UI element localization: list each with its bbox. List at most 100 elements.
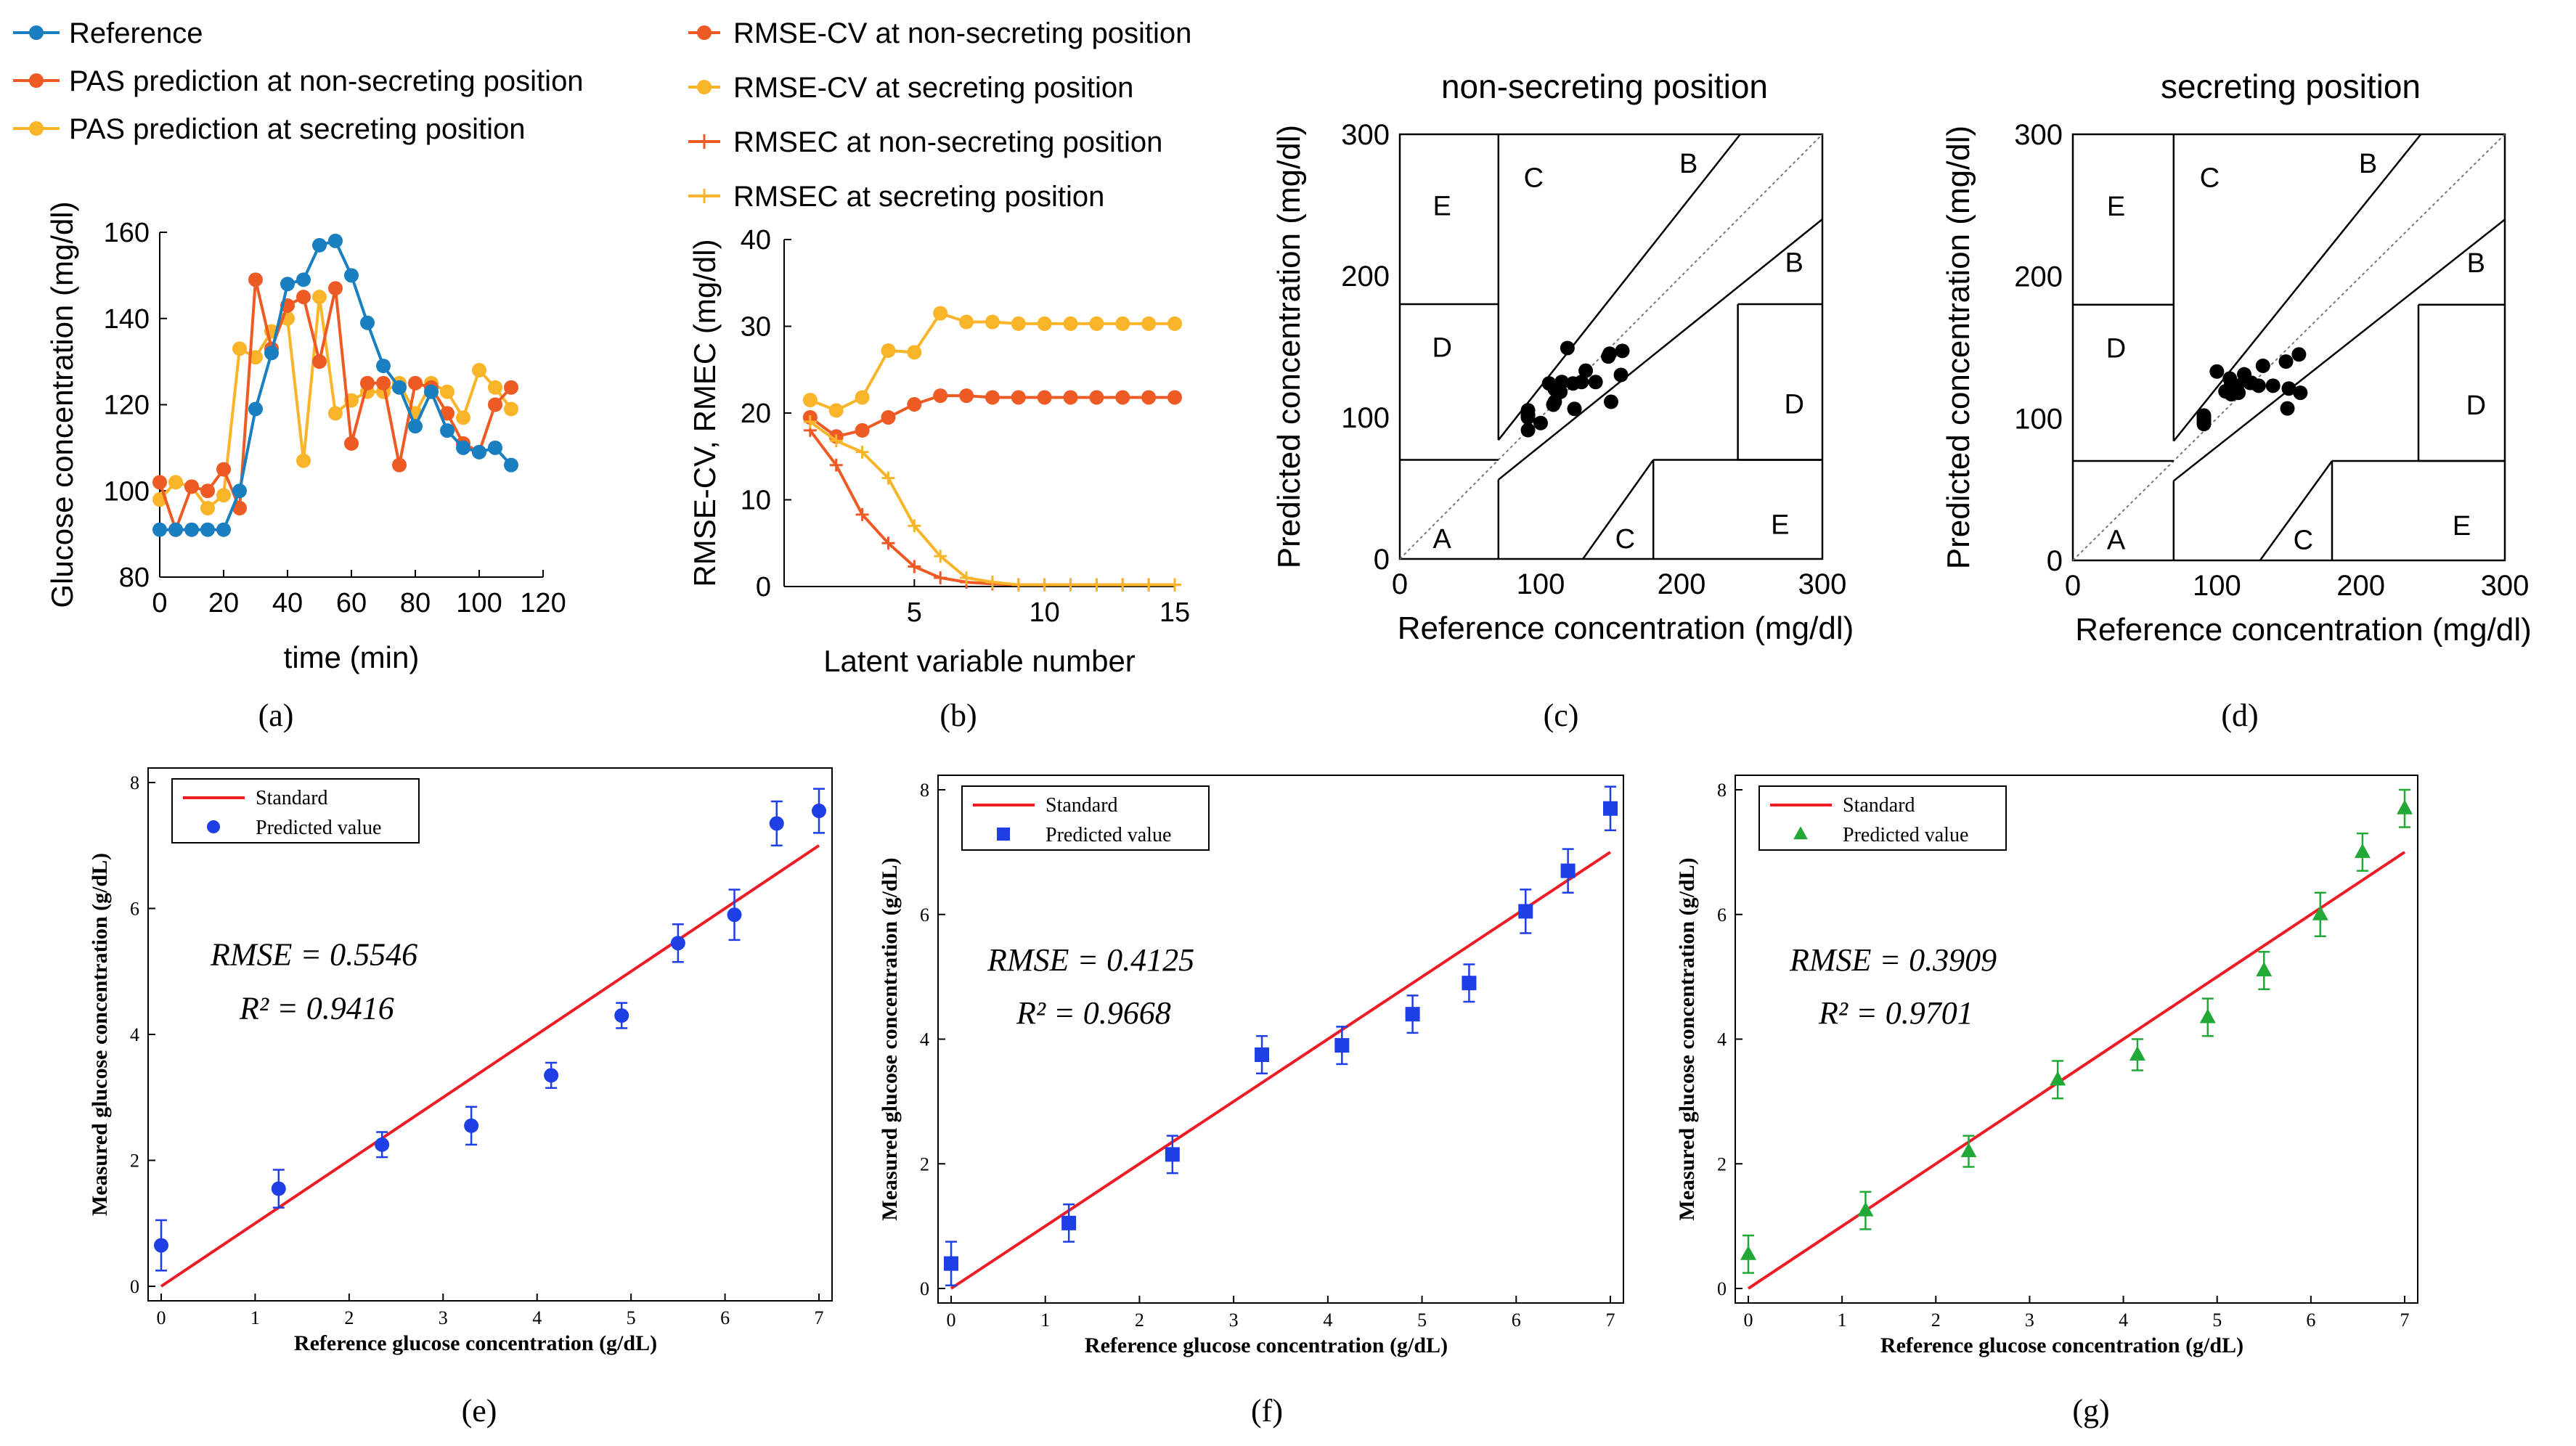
g-xtick-label: 0 bbox=[1744, 1310, 1753, 1331]
g-point bbox=[1740, 1245, 1756, 1260]
a-ytick-label: 120 bbox=[104, 391, 150, 421]
d-zone-line bbox=[2172, 134, 2422, 442]
g-point bbox=[2397, 799, 2413, 814]
d-point bbox=[2293, 385, 2308, 401]
c-ytick-label: 300 bbox=[1341, 119, 1390, 151]
label-a: (a) bbox=[258, 698, 294, 733]
label-e: (e) bbox=[462, 1393, 497, 1429]
b-point-2 bbox=[829, 458, 843, 472]
b-point-1 bbox=[1141, 316, 1157, 331]
f-point bbox=[1603, 801, 1618, 816]
b-xtick-label: 15 bbox=[1159, 597, 1190, 628]
a-ylabel: Glucose concentration (mg/dl) bbox=[45, 201, 79, 608]
b-point-0 bbox=[933, 388, 948, 404]
a-point-1 bbox=[216, 462, 231, 477]
e-point bbox=[375, 1137, 390, 1152]
chart-f: 0 1 2 3 4 5 6 7 0 2 4 6 8 Reference glucose concentra… bbox=[878, 775, 1624, 1357]
f-xlabel: Reference glucose concentration (g/dL) bbox=[1085, 1333, 1448, 1357]
f-point bbox=[1405, 1007, 1420, 1022]
a-point-0 bbox=[168, 522, 183, 537]
b-point-0 bbox=[1141, 390, 1157, 405]
legend-a-label-2: PAS prediction at secreting position bbox=[69, 113, 526, 145]
e-r2-text: R² = 0.9416 bbox=[239, 990, 394, 1026]
f-xtick-label: 2 bbox=[1135, 1310, 1144, 1331]
c-point bbox=[1546, 397, 1561, 412]
a-point-2 bbox=[488, 380, 502, 395]
b-xlabel: Latent variable number bbox=[823, 644, 1136, 678]
c-zone-label-D: D bbox=[1784, 390, 1803, 420]
a-point-1 bbox=[232, 501, 247, 515]
e-xtick-label: 7 bbox=[815, 1307, 824, 1328]
d-zone-label-D: D bbox=[2106, 334, 2126, 364]
b-point-0 bbox=[1167, 390, 1182, 405]
b-point-0 bbox=[1063, 390, 1078, 405]
b-point-3 bbox=[1142, 578, 1156, 592]
b-point-3 bbox=[1116, 578, 1130, 592]
g-xtick-label: 1 bbox=[1838, 1310, 1847, 1331]
b-point-3 bbox=[1168, 578, 1181, 592]
a-point-2 bbox=[312, 290, 327, 305]
f-legend-standard: Standard bbox=[1046, 794, 1118, 817]
c-point bbox=[1565, 376, 1581, 391]
b-point-1 bbox=[802, 393, 818, 408]
d-zone-label-E: E bbox=[2107, 192, 2125, 222]
c-ytick-label: 100 bbox=[1341, 402, 1390, 434]
d-plot-frame bbox=[2071, 133, 2506, 562]
label-g: (g) bbox=[2072, 1393, 2109, 1429]
e-legend-predicted: Predicted value bbox=[256, 817, 381, 839]
b-point-3 bbox=[934, 550, 947, 563]
e-xlabel: Reference glucose concentration (g/dL) bbox=[294, 1331, 657, 1355]
legend-b-label-1: RMSE-CV at secreting position bbox=[733, 72, 1133, 104]
c-zone-line bbox=[1582, 459, 1655, 560]
f-point bbox=[1255, 1047, 1270, 1062]
c-zone-label-E: E bbox=[1433, 192, 1451, 222]
a-point-1 bbox=[488, 397, 502, 412]
g-legend-standard: Standard bbox=[1843, 794, 1915, 817]
a-ytick-label: 80 bbox=[119, 563, 150, 593]
f-point bbox=[1518, 904, 1533, 919]
a-point-1 bbox=[376, 375, 391, 391]
d-point bbox=[2255, 358, 2270, 373]
g-point bbox=[1857, 1201, 1874, 1217]
a-point-1 bbox=[296, 290, 311, 305]
g-point bbox=[1960, 1143, 1977, 1158]
c-point bbox=[1588, 375, 1603, 390]
b-point-3 bbox=[829, 434, 843, 448]
e-xtick-label: 2 bbox=[344, 1307, 354, 1328]
a-point-0 bbox=[280, 277, 295, 292]
legend-b-label-3: RMSEC at secreting position bbox=[733, 181, 1104, 213]
c-point bbox=[1541, 376, 1557, 391]
f-ytick-label: 2 bbox=[920, 1153, 929, 1175]
a-point-1 bbox=[360, 375, 375, 391]
c-zone-line bbox=[1498, 218, 1823, 481]
a-xtick-label: 120 bbox=[520, 588, 566, 618]
g-legend-marker bbox=[1793, 826, 1808, 840]
e-xtick-label: 0 bbox=[157, 1307, 166, 1328]
f-point bbox=[1560, 863, 1576, 878]
b-point-3 bbox=[855, 445, 869, 459]
b-point-0 bbox=[1115, 390, 1130, 405]
a-point-0 bbox=[264, 346, 279, 361]
b-point-0 bbox=[881, 409, 896, 425]
e-standard-line bbox=[160, 844, 820, 1288]
b-point-1 bbox=[881, 343, 896, 358]
e-ytick-label: 2 bbox=[130, 1151, 139, 1172]
a-point-2 bbox=[328, 406, 343, 421]
a-xtick-label: 60 bbox=[336, 588, 367, 618]
b-point-1 bbox=[1011, 316, 1026, 331]
a-point-2 bbox=[232, 341, 247, 356]
a-point-0 bbox=[456, 440, 470, 455]
legend-b-marker-2 bbox=[697, 134, 712, 149]
b-point-0 bbox=[959, 388, 974, 404]
g-legend-box bbox=[1758, 785, 2007, 851]
g-r2-text: R² = 0.9701 bbox=[1818, 995, 1973, 1031]
d-xtick-label: 300 bbox=[2481, 570, 2530, 602]
b-point-1 bbox=[985, 314, 1000, 330]
legend-a-label-0: Reference bbox=[69, 17, 203, 49]
g-xtick-label: 5 bbox=[2212, 1310, 2222, 1331]
d-ytick-label: 0 bbox=[2047, 545, 2063, 577]
b-point-1 bbox=[933, 306, 948, 321]
a-point-1 bbox=[440, 406, 455, 421]
b-xtick-label: 5 bbox=[907, 597, 922, 628]
